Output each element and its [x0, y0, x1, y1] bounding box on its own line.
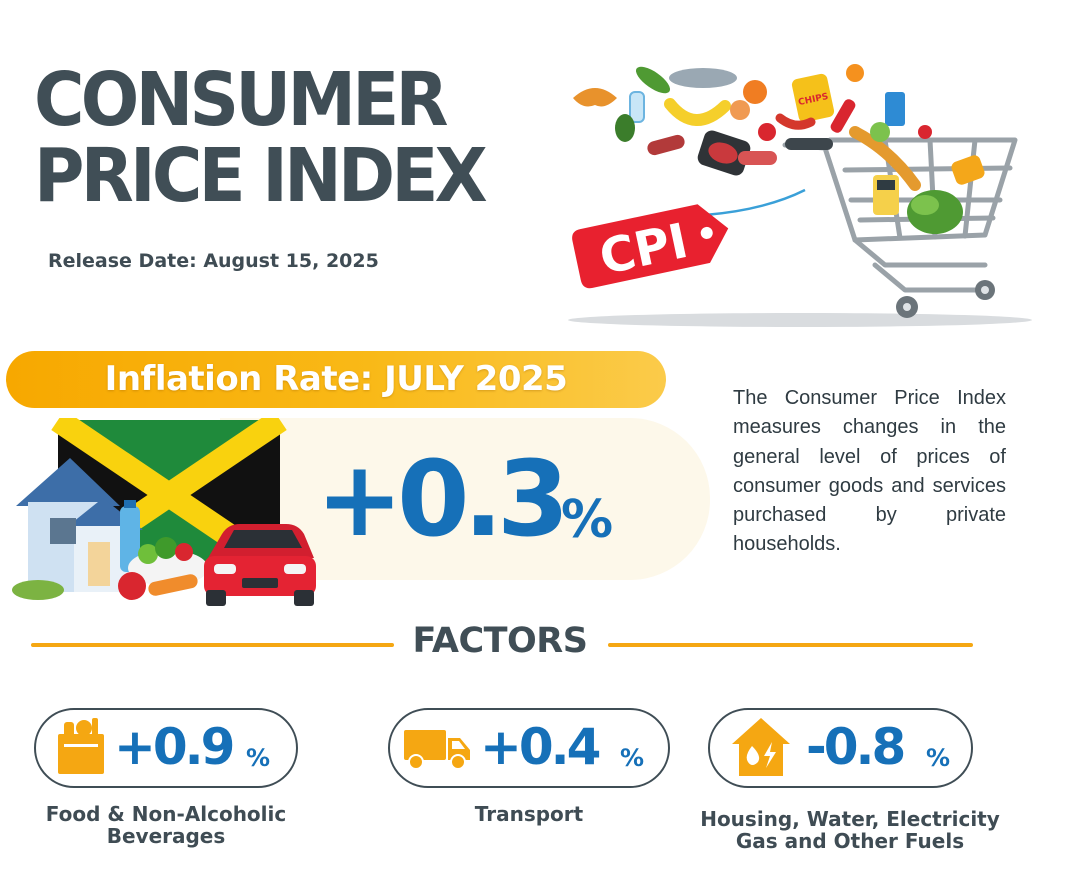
- water-bottle-icon: [120, 500, 140, 572]
- inflation-illustration: [12, 418, 316, 606]
- delivery-truck-icon: [404, 730, 470, 770]
- factors-heading: FACTORS: [412, 621, 588, 661]
- car-icon: [204, 524, 316, 606]
- factor-housing-value: -0.8: [806, 718, 906, 776]
- cpi-description: The Consumer Price Index measures change…: [733, 387, 1006, 556]
- grocery-bag-icon: [58, 718, 104, 774]
- factors-divider-left: [31, 643, 394, 647]
- house-utilities-icon: [732, 718, 790, 776]
- groceries-icon: [849, 126, 985, 234]
- factor-transport-label: Transport: [474, 802, 584, 826]
- factor-housing-label: Housing, Water, Electricity Gas and Othe…: [700, 807, 1000, 853]
- inflation-banner-label: Inflation Rate: JULY 2025: [104, 359, 568, 399]
- price-tag-icon: CPI: [572, 204, 729, 289]
- title-line-1: CONSUMER: [34, 57, 449, 143]
- factor-transport-value: +0.4: [480, 718, 601, 776]
- factor-housing-unit: %: [926, 744, 951, 772]
- inflation-rate-value: +0.3: [316, 438, 569, 560]
- shopping-cart-illustration: CHIPS CPI: [568, 64, 1032, 327]
- inflation-rate-unit: %: [561, 490, 614, 550]
- page-title: CONSUMER PRICE INDEX: [34, 57, 488, 219]
- title-line-2: PRICE INDEX: [34, 133, 488, 219]
- factor-transport-unit: %: [620, 744, 645, 772]
- inflation-banner: Inflation Rate: JULY 2025: [6, 351, 666, 408]
- release-date: Release Date: August 15, 2025: [48, 250, 379, 272]
- factor-food-unit: %: [246, 744, 271, 772]
- factor-food-value: +0.9: [114, 718, 235, 776]
- factors-divider-right: [608, 643, 973, 647]
- salad-icon: [118, 537, 208, 600]
- factor-food-label: Food & Non-Alcoholic Beverages: [45, 802, 287, 848]
